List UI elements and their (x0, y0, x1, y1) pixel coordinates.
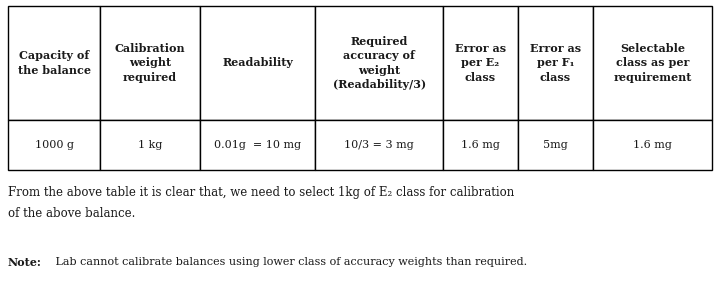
Text: of the above balance.: of the above balance. (8, 207, 135, 220)
Bar (443, 120, 518, 170)
Bar (518, 120, 593, 170)
Text: Lab cannot calibrate balances using lower class of accuracy weights than require: Lab cannot calibrate balances using lowe… (52, 257, 527, 267)
Bar (199, 120, 315, 170)
Text: 1000 g: 1000 g (35, 140, 73, 150)
Bar (315, 120, 443, 170)
Text: 5mg: 5mg (543, 140, 568, 150)
Bar (8, 120, 100, 170)
Bar (100, 120, 199, 170)
Text: 1.6 mg: 1.6 mg (461, 140, 500, 150)
Bar (518, 6, 593, 120)
Bar (100, 6, 199, 120)
Bar (593, 6, 712, 120)
Text: From the above table it is clear that, we need to select 1kg of E₂ class for cal: From the above table it is clear that, w… (8, 186, 514, 199)
Text: Error as
per E₂
class: Error as per E₂ class (455, 43, 506, 83)
Text: Selectable
class as per
requirement: Selectable class as per requirement (613, 43, 692, 83)
Text: Capacity of
the balance: Capacity of the balance (18, 50, 91, 76)
Text: Calibration
weight
required: Calibration weight required (114, 43, 185, 83)
Bar (8, 6, 100, 120)
Bar (443, 6, 518, 120)
Bar (199, 6, 315, 120)
Text: 0.01g  = 10 mg: 0.01g = 10 mg (214, 140, 301, 150)
Text: Note:: Note: (8, 257, 42, 268)
Text: 10/3 = 3 mg: 10/3 = 3 mg (344, 140, 414, 150)
Text: Error as
per F₁
class: Error as per F₁ class (530, 43, 581, 83)
Text: Readability: Readability (222, 58, 293, 69)
Text: Required
accuracy of
weight
(Readability/3): Required accuracy of weight (Readability… (333, 36, 426, 91)
Text: 1 kg: 1 kg (138, 140, 162, 150)
Bar (315, 6, 443, 120)
Bar (593, 120, 712, 170)
Text: 1.6 mg: 1.6 mg (633, 140, 672, 150)
